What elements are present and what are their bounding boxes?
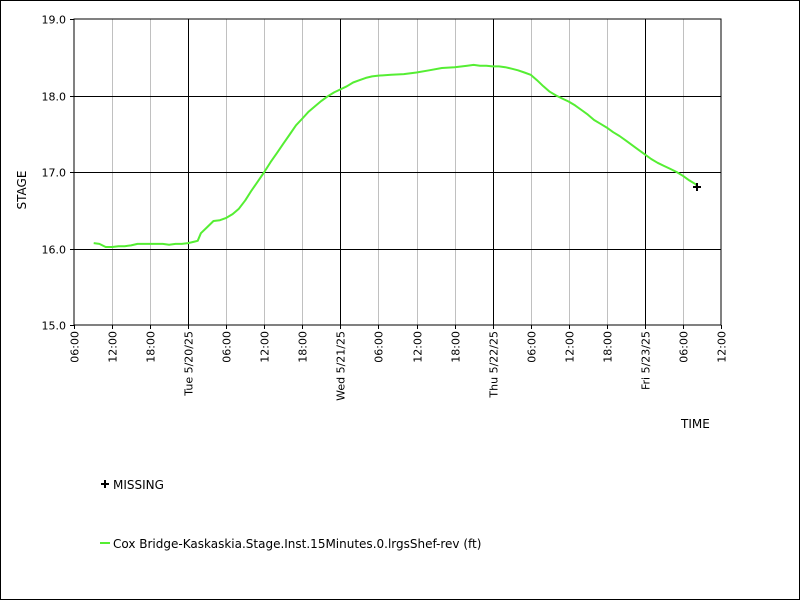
- x-tick-label: 18:00: [450, 331, 463, 363]
- major-gridlines: [74, 19, 721, 325]
- stage-series-line: [93, 63, 698, 248]
- y-tick-label: 18.0: [42, 91, 67, 104]
- y-tick-label: 15.0: [42, 320, 67, 333]
- legend-missing: MISSING: [101, 478, 164, 492]
- y-axis-title: STAGE: [15, 171, 29, 210]
- x-tick-label: 06:00: [373, 331, 386, 363]
- y-tick-label: 17.0: [42, 167, 67, 180]
- x-tick-label: Tue 5/20/25: [183, 331, 196, 397]
- x-tick-label: Thu 5/22/25: [488, 331, 501, 399]
- x-tick-label: 06:00: [678, 331, 691, 363]
- x-tick-label: 06:00: [69, 331, 82, 363]
- x-tick-label: 12:00: [107, 331, 120, 363]
- y-axis-ticks: 15.0 16.0 17.0 18.0 19.0: [42, 14, 74, 333]
- x-tick-label: 18:00: [297, 331, 310, 363]
- series-layer: [93, 63, 698, 248]
- legend-series: Cox Bridge-Kaskaskia.Stage.Inst.15Minute…: [100, 537, 481, 551]
- y-tick-label: 19.0: [42, 14, 67, 27]
- x-tick-label: 12:00: [564, 331, 577, 363]
- x-axis-ticks: 06:00 12:00 18:00 Tue 5/20/25 06:00 12:00 18:0…: [69, 325, 729, 401]
- x-tick-label: 12:00: [412, 331, 425, 363]
- x-tick-label: 12:00: [259, 331, 272, 363]
- x-tick-label: 06:00: [221, 331, 234, 363]
- missing-markers: [693, 183, 701, 191]
- x-tick-label: Fri 5/23/25: [640, 331, 653, 390]
- legend-missing-label: MISSING: [113, 478, 164, 492]
- missing-point-marker: [693, 183, 701, 191]
- x-axis-title: TIME: [680, 417, 710, 431]
- x-tick-label: Wed 5/21/25: [335, 331, 348, 401]
- x-tick-label: 18:00: [602, 331, 615, 363]
- x-tick-label: 12:00: [716, 331, 729, 363]
- x-tick-label: 06:00: [526, 331, 539, 363]
- missing-plus-icon: [101, 480, 109, 488]
- x-tick-label: 18:00: [145, 331, 158, 363]
- legend-series-label: Cox Bridge-Kaskaskia.Stage.Inst.15Minute…: [113, 537, 481, 551]
- y-tick-label: 16.0: [42, 244, 67, 257]
